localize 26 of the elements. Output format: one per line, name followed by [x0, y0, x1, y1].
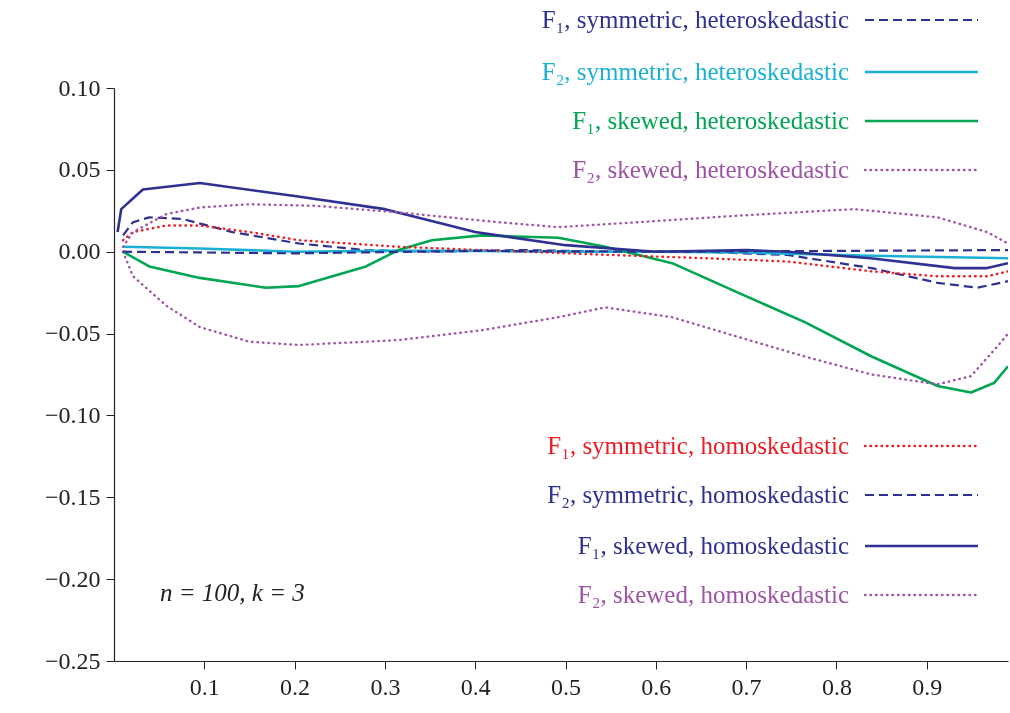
- x-tick-label: 0.8: [821, 673, 852, 700]
- legend-label: F₁, symmetric, homoskedastic: [547, 432, 849, 459]
- y-tick-label: 0.00: [58, 238, 101, 265]
- legend-label: F₂, symmetric, heteroskedastic: [541, 58, 849, 85]
- legend-label: F₁, skewed, homoskedastic: [577, 532, 849, 559]
- legend-label: F₂, skewed, heteroskedastic: [572, 156, 849, 183]
- legend-label: F₁, skewed, heteroskedastic: [572, 107, 849, 134]
- y-tick-label: −0.25: [44, 647, 101, 674]
- y-tick-label: −0.20: [44, 565, 101, 592]
- annotation: n = 100, k = 3: [160, 579, 305, 606]
- y-tick-label: −0.10: [44, 401, 101, 428]
- x-tick-label: 0.2: [280, 673, 311, 700]
- x-tick-label: 0.6: [641, 673, 672, 700]
- y-tick-label: −0.05: [44, 320, 101, 347]
- legend-label: F₂, skewed, homoskedastic: [577, 581, 849, 608]
- x-tick-label: 0.7: [731, 673, 762, 700]
- x-tick-label: 0.1: [189, 673, 220, 700]
- x-tick-label: 0.4: [460, 673, 491, 700]
- y-tick-label: 0.05: [58, 156, 101, 183]
- x-tick-label: 0.3: [370, 673, 401, 700]
- x-tick-label: 0.9: [912, 673, 943, 700]
- legend-label: F₂, symmetric, homoskedastic: [547, 481, 849, 508]
- y-tick-label: −0.15: [44, 483, 101, 510]
- x-tick-label: 0.5: [551, 673, 582, 700]
- legend-label: F₁, symmetric, heteroskedastic: [541, 6, 849, 33]
- y-tick-label: 0.10: [58, 74, 101, 101]
